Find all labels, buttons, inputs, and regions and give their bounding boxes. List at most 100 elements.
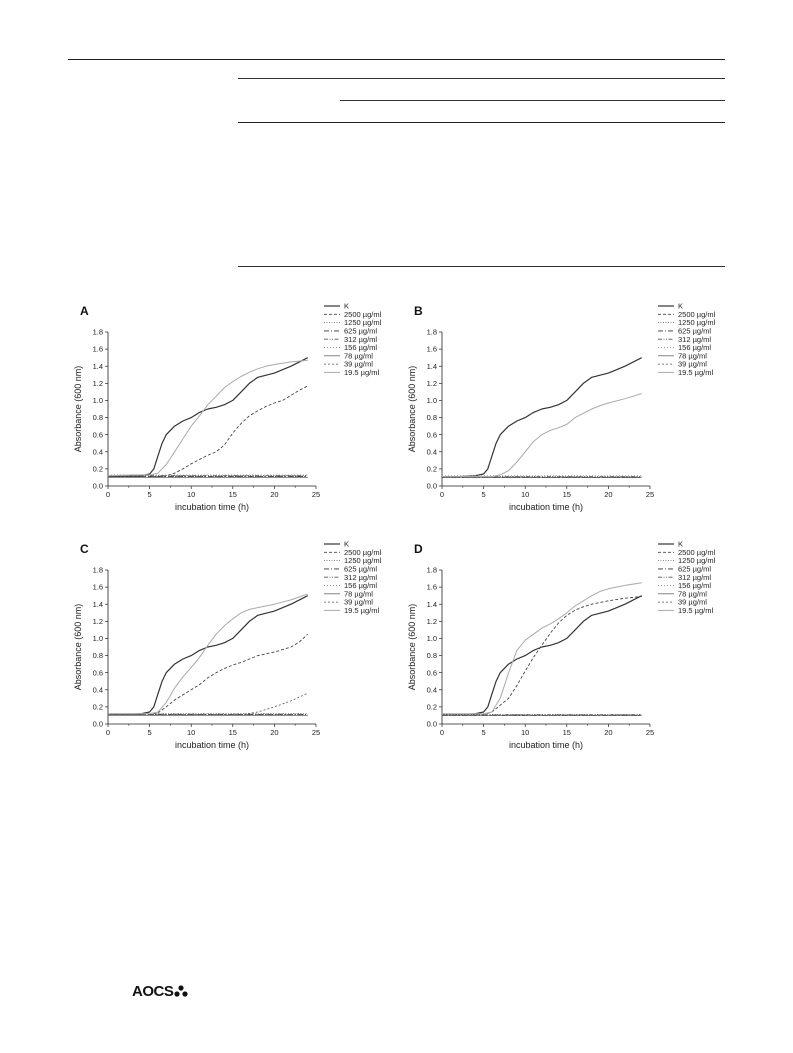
- chart-panel-b: B 0 5 10 15 20 25 0.0 0.2 0.4 0.6 0.8 1.0 1.2 1.4 1.6 1.…: [396, 298, 726, 530]
- y-tick-label: 0.4: [93, 685, 103, 694]
- chart-svg: D 0 5 10 15 20 25 0.0 0.2 0.4 0.6 0.8 1.0 1.2 1.4 1.6 1.…: [407, 540, 716, 750]
- y-tick-label: 1.6: [93, 345, 103, 354]
- y-tick-label: 1.6: [93, 583, 103, 592]
- legend-label: 156 µg/ml: [678, 343, 711, 352]
- legend-label: 39 µg/ml: [344, 360, 373, 369]
- y-tick-label: 1.0: [427, 396, 437, 405]
- x-tick-label: 25: [646, 490, 654, 499]
- y-tick-label: 0.4: [427, 447, 437, 456]
- series-line-8: [442, 582, 642, 715]
- legend-label: 39 µg/ml: [678, 360, 707, 369]
- table-bottom-rule: [238, 266, 725, 267]
- y-tick-label: 0.6: [427, 430, 437, 439]
- legend-label: K: [678, 302, 683, 311]
- panel-label: A: [80, 304, 89, 318]
- y-tick-label: 1.2: [427, 379, 437, 388]
- y-tick-label: 1.2: [93, 379, 103, 388]
- y-tick-label: 0.8: [427, 651, 437, 660]
- legend-label: K: [344, 540, 349, 549]
- y-tick-label: 1.6: [427, 345, 437, 354]
- table-subheader-rule: [340, 100, 725, 101]
- chart-svg: A 0 5 10 15 20 25 0.0 0.2 0.4 0.6 0.8 1.0 1.2 1.4 1.6 1.…: [73, 302, 382, 512]
- x-tick-label: 15: [563, 728, 571, 737]
- x-tick-label: 0: [106, 728, 110, 737]
- legend-label: 19.5 µg/ml: [344, 368, 380, 377]
- series-line-1: [442, 596, 642, 716]
- chart-svg: C 0 5 10 15 20 25 0.0 0.2 0.4 0.6 0.8 1.0 1.2 1.4 1.6 1.…: [73, 540, 382, 750]
- y-tick-label: 1.4: [93, 362, 103, 371]
- legend-label: 78 µg/ml: [344, 351, 373, 360]
- y-tick-label: 1.0: [427, 634, 437, 643]
- series-line-0: [442, 357, 642, 478]
- x-tick-label: 5: [482, 490, 486, 499]
- y-axis-label: Absorbance (600 nm): [73, 366, 83, 453]
- legend-label: 78 µg/ml: [678, 589, 707, 598]
- legend-label: 39 µg/ml: [344, 598, 373, 607]
- series-line-0: [108, 357, 308, 478]
- y-tick-label: 0.6: [93, 668, 103, 677]
- x-tick-label: 0: [440, 728, 444, 737]
- legend-label: 1250 µg/ml: [344, 556, 382, 565]
- x-tick-label: 15: [229, 728, 237, 737]
- x-tick-label: 25: [312, 490, 320, 499]
- x-tick-label: 15: [229, 490, 237, 499]
- series-line-1: [108, 385, 308, 478]
- legend-label: 312 µg/ml: [678, 573, 711, 582]
- x-tick-label: 20: [604, 490, 612, 499]
- y-tick-label: 1.4: [427, 600, 437, 609]
- legend-label: 312 µg/ml: [344, 335, 377, 344]
- series-line-0: [108, 595, 308, 716]
- series-line-8: [107, 359, 308, 477]
- panel-label: B: [414, 304, 423, 318]
- y-axis-label: Absorbance (600 nm): [73, 604, 83, 691]
- x-axis-label: incubation time (h): [175, 502, 249, 512]
- x-tick-label: 20: [604, 728, 612, 737]
- legend-label: 156 µg/ml: [344, 581, 377, 590]
- y-tick-label: 1.8: [93, 566, 103, 575]
- legend-label: 625 µg/ml: [344, 565, 377, 574]
- chart-panel-c: C 0 5 10 15 20 25 0.0 0.2 0.4 0.6 0.8 1.0 1.2 1.4 1.6 1.…: [62, 536, 392, 768]
- table-header-rule: [238, 122, 725, 123]
- y-tick-label: 1.2: [427, 617, 437, 626]
- x-tick-label: 25: [312, 728, 320, 737]
- series-line-8: [442, 393, 642, 478]
- x-tick-label: 5: [148, 490, 152, 499]
- legend-label: 78 µg/ml: [344, 589, 373, 598]
- y-tick-label: 0.0: [93, 720, 103, 729]
- y-tick-label: 0.6: [427, 668, 437, 677]
- x-tick-label: 20: [270, 728, 278, 737]
- legend-label: 156 µg/ml: [678, 581, 711, 590]
- x-tick-label: 5: [148, 728, 152, 737]
- chart-panel-a: A 0 5 10 15 20 25 0.0 0.2 0.4 0.6 0.8 1.0 1.2 1.4 1.6 1.…: [62, 298, 392, 530]
- y-tick-label: 1.4: [93, 600, 103, 609]
- y-tick-label: 0.0: [427, 720, 437, 729]
- series-line-1: [108, 633, 309, 716]
- x-tick-label: 10: [187, 490, 195, 499]
- series-line-8: [108, 593, 308, 715]
- chart-panel-d: D 0 5 10 15 20 25 0.0 0.2 0.4 0.6 0.8 1.0 1.2 1.4 1.6 1.…: [396, 536, 726, 768]
- legend-label: 2500 µg/ml: [678, 548, 716, 557]
- legend-label: 78 µg/ml: [678, 351, 707, 360]
- legend-label: 2500 µg/ml: [344, 310, 382, 319]
- x-tick-label: 20: [270, 490, 278, 499]
- x-tick-label: 15: [563, 490, 571, 499]
- legend-label: 625 µg/ml: [344, 327, 377, 336]
- table-top-rule: [238, 78, 725, 79]
- series-line-0: [442, 595, 642, 716]
- panel-label: D: [414, 542, 423, 556]
- y-tick-label: 1.6: [427, 583, 437, 592]
- y-tick-label: 1.8: [427, 566, 437, 575]
- y-tick-label: 0.8: [427, 413, 437, 422]
- legend-label: 2500 µg/ml: [678, 310, 716, 319]
- legend-label: 19.5 µg/ml: [678, 606, 714, 615]
- y-tick-label: 1.2: [93, 617, 103, 626]
- x-tick-label: 0: [440, 490, 444, 499]
- x-tick-label: 10: [521, 490, 529, 499]
- legend-label: 1250 µg/ml: [678, 556, 716, 565]
- legend-label: 312 µg/ml: [344, 573, 377, 582]
- legend-label: K: [678, 540, 683, 549]
- legend-label: 312 µg/ml: [678, 335, 711, 344]
- x-tick-label: 0: [106, 490, 110, 499]
- page-header-rule: [68, 59, 725, 60]
- y-tick-label: 0.2: [93, 702, 103, 711]
